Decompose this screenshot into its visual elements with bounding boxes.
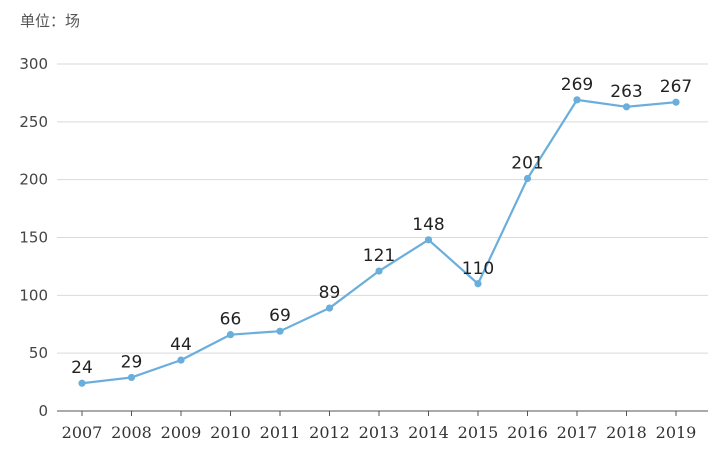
x-tick-label: 2008: [111, 423, 152, 442]
data-label: 121: [363, 246, 395, 266]
data-point: [622, 103, 631, 111]
data-label: 267: [660, 77, 692, 97]
x-tick-label: 2017: [557, 423, 598, 442]
x-axis-ticks: 2007 2008 2009 2010 2011 2012 2013 2014 2015 2016…: [62, 423, 697, 442]
data-point: [523, 174, 532, 183]
x-tick-label: 2019: [656, 423, 697, 442]
data-point: [78, 379, 86, 387]
y-tick-label: 300: [19, 55, 48, 73]
y-tick-label: 250: [19, 113, 48, 131]
data-label: 66: [220, 310, 242, 330]
x-tick-label: 2010: [210, 423, 251, 442]
data-point: [127, 373, 136, 382]
data-label: 29: [121, 352, 143, 372]
x-tick-label: 2018: [606, 423, 647, 442]
data-label: 89: [319, 283, 341, 303]
x-tick-label: 2015: [458, 423, 499, 442]
data-label: 201: [511, 154, 543, 174]
data-label: 44: [170, 335, 192, 355]
data-label: 110: [462, 259, 494, 279]
data-point: [573, 96, 581, 104]
data-point: [474, 280, 482, 288]
unit-label: 单位：场: [20, 12, 80, 30]
x-tick-label: 2007: [62, 423, 103, 442]
data-label: 269: [561, 75, 593, 95]
x-tick-label: 2011: [260, 423, 301, 442]
y-tick-label: 100: [19, 286, 48, 304]
x-axis: [57, 410, 708, 416]
y-tick-label: 0: [38, 402, 48, 420]
gridlines: [57, 63, 708, 354]
data-point: [424, 236, 433, 244]
data-label: 263: [610, 82, 642, 102]
x-tick-label: 2012: [309, 423, 350, 442]
data-point: [276, 327, 284, 335]
data-point: [672, 98, 680, 106]
data-label: 148: [412, 215, 444, 235]
data-point: [325, 304, 334, 312]
y-tick-label: 150: [19, 229, 48, 247]
x-tick-label: 2014: [408, 423, 449, 442]
y-tick-label: 50: [29, 344, 48, 362]
x-tick-label: 2009: [161, 423, 202, 442]
data-label: 24: [71, 358, 93, 378]
data-point: [226, 331, 235, 339]
y-axis-ticks: 0 50 100 150 200 250 300: [19, 55, 48, 420]
data-point: [375, 267, 383, 275]
data-points: [78, 96, 680, 387]
data-labels: 24 29 44 66 69 89 121 148 110 201 269 263 267: [71, 75, 692, 378]
x-tick-label: 2013: [359, 423, 400, 442]
x-tick-label: 2016: [507, 423, 548, 442]
y-tick-label: 200: [19, 171, 48, 189]
data-label: 69: [269, 306, 291, 326]
data-point: [177, 356, 185, 364]
